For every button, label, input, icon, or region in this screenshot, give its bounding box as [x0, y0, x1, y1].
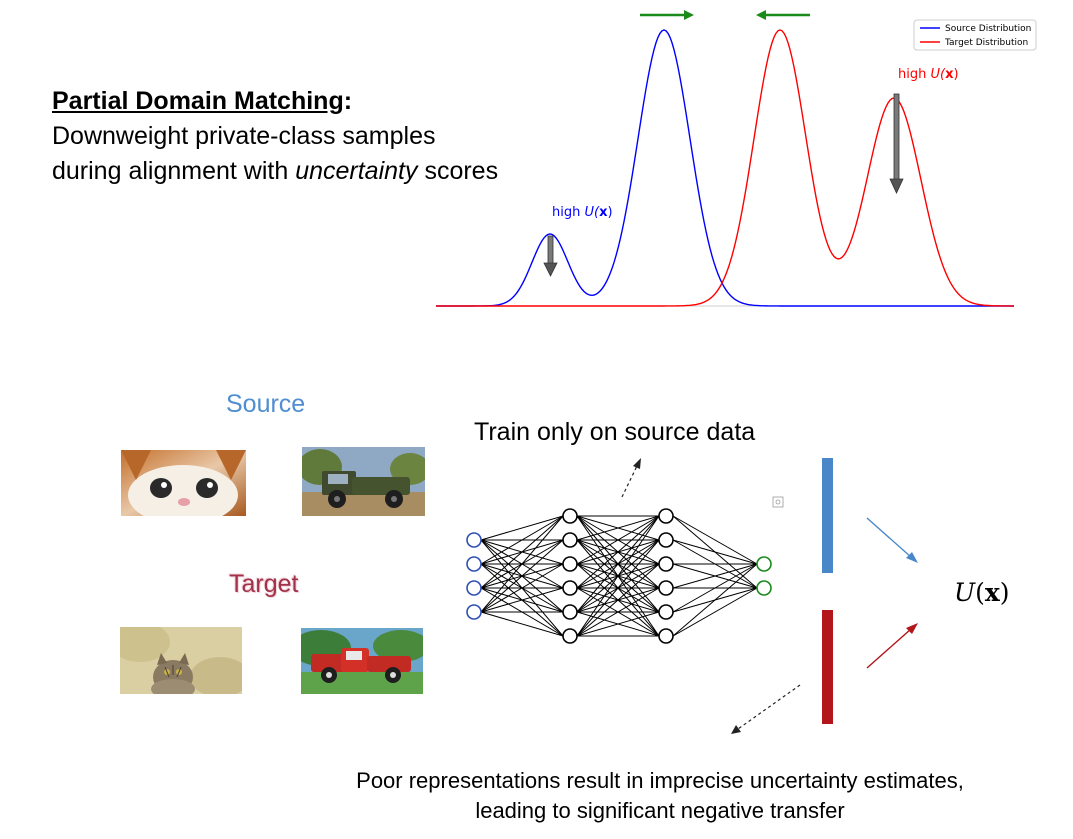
- dashed-arrow-up: [621, 458, 641, 498]
- network-edge: [576, 515, 660, 541]
- source-truck-image: [302, 447, 425, 516]
- target-distribution-curve: [436, 29, 1014, 307]
- network-node-layer-2: [658, 556, 674, 572]
- network-edge: [480, 515, 564, 589]
- network-node-layer-0: [466, 532, 482, 548]
- network-edge: [576, 587, 660, 637]
- network-node-layer-2: [658, 532, 674, 548]
- network-edge: [576, 515, 660, 613]
- heading-line2: Downweight private-class samples: [52, 122, 436, 150]
- dashed-arrow-down: [731, 684, 801, 734]
- network-node-layer-3: [756, 556, 772, 572]
- network-edge: [576, 563, 660, 637]
- ux-open: (: [975, 578, 985, 607]
- green-arrow-right: [640, 10, 694, 20]
- ux-x: x: [984, 578, 1000, 607]
- uncertainty-label: U(x): [954, 578, 1010, 607]
- plot-legend: Source Distribution Target Distribution: [913, 19, 1037, 51]
- annotation-high-u-source: high U(x): [552, 205, 613, 220]
- network-edges: [480, 515, 758, 637]
- network-node-layer-0: [466, 580, 482, 596]
- network-edge: [672, 563, 758, 589]
- network-node-layer-1: [562, 604, 578, 620]
- slide-heading: Partial Domain Matching: Downweight priv…: [52, 84, 498, 189]
- target-cat-painting: [120, 627, 242, 694]
- bottom-caption: Poor representations result in imprecise…: [290, 766, 1030, 826]
- target-label: Target: [229, 570, 299, 598]
- bottom-line-1: Poor representations result in imprecise…: [356, 768, 964, 793]
- heading-line3-suffix: scores: [417, 157, 499, 185]
- heading-line3: during alignment with uncertainty scores: [52, 154, 498, 189]
- network-node-layer-0: [466, 556, 482, 572]
- network-node-layer-1: [562, 556, 578, 572]
- arrow-target-to-ux: [866, 623, 918, 669]
- network-edge: [672, 587, 758, 637]
- network-edge: [576, 515, 660, 637]
- network-edge: [672, 539, 758, 565]
- source-feature-bar: [822, 458, 833, 573]
- network-edge: [480, 587, 564, 613]
- small-target-icon: [772, 496, 784, 508]
- heading-line3-italic: uncertainty: [295, 157, 418, 185]
- network-edge: [480, 515, 564, 613]
- legend-box: [913, 19, 1037, 51]
- network-nodes: [466, 508, 772, 644]
- heading-colon: :: [343, 87, 353, 115]
- network-node-layer-2: [658, 580, 674, 596]
- network-edge: [576, 611, 660, 637]
- network-edge: [672, 563, 758, 637]
- distribution-plot: high U(x) high U(x) Source Distribution …: [436, 10, 1037, 307]
- bottom-line-2: leading to significant negative transfer: [475, 798, 845, 823]
- downweight-arrow-target: [889, 93, 904, 194]
- target-feature-bar: [822, 610, 833, 724]
- network-node-layer-2: [658, 508, 674, 524]
- network-edge: [480, 515, 564, 541]
- source-cat-image: [121, 450, 246, 516]
- heading-title: Partial Domain Matching: [52, 87, 344, 115]
- downweight-arrow-source: [543, 235, 558, 277]
- network-edge: [576, 539, 660, 637]
- network-edge: [672, 563, 758, 613]
- network-edge: [672, 515, 758, 565]
- network-node-layer-0: [466, 604, 482, 620]
- network-edge: [480, 563, 564, 613]
- source-distribution-curve: [436, 29, 1014, 307]
- heading-line3-prefix: during alignment with: [52, 157, 296, 185]
- legend-label-source: Source Distribution: [945, 24, 1031, 34]
- target-truck-painting: [301, 628, 423, 694]
- train-caption: Train only on source data: [474, 418, 756, 446]
- green-arrow-left: [756, 10, 810, 20]
- network-edge: [576, 515, 660, 565]
- network-node-layer-1: [562, 532, 578, 548]
- network-node-layer-1: [562, 580, 578, 596]
- network-node-layer-1: [562, 508, 578, 524]
- network-edge: [480, 515, 564, 565]
- network-node-layer-2: [658, 604, 674, 620]
- legend-label-target: Target Distribution: [944, 38, 1028, 48]
- ux-u: U: [954, 578, 976, 607]
- source-label: Source: [226, 390, 306, 418]
- network-node-layer-2: [658, 628, 674, 644]
- network-edge: [576, 515, 660, 589]
- arrow-source-to-ux: [866, 517, 918, 563]
- network-node-layer-1: [562, 628, 578, 644]
- network-edge: [480, 539, 564, 613]
- annotation-high-u-target: high U(x): [898, 67, 959, 82]
- ux-close: ): [999, 578, 1010, 607]
- network-edge: [480, 611, 564, 637]
- network-node-layer-3: [756, 580, 772, 596]
